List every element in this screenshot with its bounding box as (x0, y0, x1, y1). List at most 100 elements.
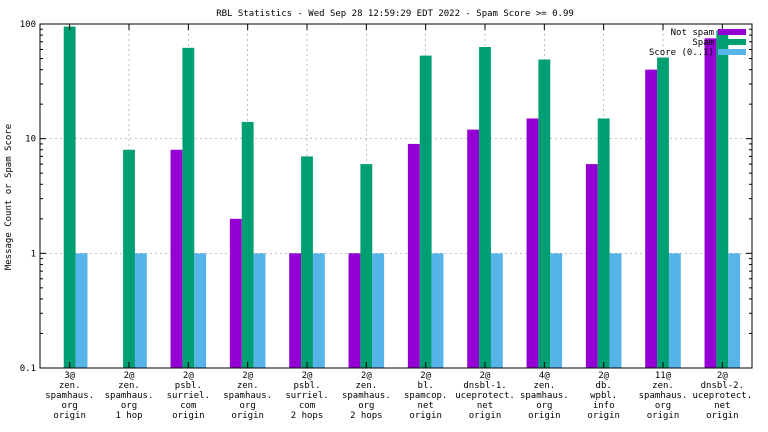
legend-label: Score (0..1) (649, 48, 714, 58)
x-tick-label: org (536, 401, 552, 411)
bar (170, 149, 183, 368)
bar (419, 55, 432, 369)
x-tick-label: origin (409, 411, 442, 421)
legend-label: Not spam (671, 28, 714, 38)
bar (609, 253, 622, 368)
bar (360, 164, 373, 368)
x-tick-label: zen. (118, 381, 140, 391)
plot-border (39, 23, 753, 369)
x-tick-label: origin (528, 411, 561, 421)
bar (585, 164, 598, 368)
x-tick-label: spamhaus. (342, 391, 391, 401)
bar (704, 38, 717, 369)
bar (229, 218, 242, 368)
bar (348, 253, 361, 368)
x-tick-label: 2 hops (291, 411, 324, 421)
x-tick-label: 1 hop (115, 411, 142, 421)
x-tick-label: com (180, 401, 196, 411)
bars-group (63, 26, 741, 369)
x-tick-label: spamhaus. (520, 391, 569, 401)
x-tick-label: 2@ (717, 371, 728, 381)
x-tick-label: bl. (418, 381, 434, 391)
bar (75, 253, 88, 368)
x-tick-label: 2@ (302, 371, 313, 381)
x-tick-label: spamhaus. (45, 391, 94, 401)
bar (467, 129, 480, 368)
x-tick-label: spamhaus. (639, 391, 688, 401)
bar (253, 253, 266, 368)
x-tick-label: origin (587, 411, 620, 421)
legend-label: Spam (692, 38, 714, 48)
x-tick-label: origin (469, 411, 502, 421)
x-tick-label: origin (647, 411, 680, 421)
x-tick-label: 2@ (183, 371, 194, 381)
y-tick-label: 0.1 (20, 364, 36, 374)
bar (657, 57, 669, 368)
x-tick-label: 11@ (655, 371, 672, 381)
x-tick-label: origin (172, 411, 205, 421)
x-tick-label: net (477, 401, 493, 411)
x-axis-ticks: 3@zen.spamhaus.orgorigin2@zen.spamhaus.o… (45, 24, 752, 421)
x-tick-label: org (121, 401, 137, 411)
bar (194, 253, 207, 368)
x-tick-label: zen. (237, 381, 259, 391)
y-tick-label: 1 (31, 249, 36, 259)
x-tick-label: 2@ (361, 371, 372, 381)
x-tick-label: origin (706, 411, 739, 421)
legend-swatch (718, 49, 746, 55)
bar (645, 69, 658, 368)
bar (289, 253, 302, 368)
y-tick-label: 10 (25, 135, 36, 145)
x-tick-label: uceprotect. (693, 391, 753, 401)
y-tick-label: 100 (20, 20, 36, 30)
bar (668, 253, 681, 368)
x-tick-label: 2@ (480, 371, 491, 381)
x-tick-label: org (358, 401, 374, 411)
x-tick-label: org (62, 401, 78, 411)
x-tick-label: net (714, 401, 730, 411)
x-tick-label: psbl. (175, 381, 202, 391)
x-tick-label: info (593, 401, 615, 411)
x-tick-label: db. (596, 381, 612, 391)
bar (241, 121, 254, 369)
x-tick-label: org (655, 401, 671, 411)
x-tick-label: org (240, 401, 256, 411)
x-tick-label: zen. (533, 381, 555, 391)
bar (123, 149, 135, 368)
x-tick-label: uceprotect. (455, 391, 515, 401)
x-tick-label: 2@ (124, 371, 135, 381)
bar (479, 47, 491, 369)
x-tick-label: dnsbl-1. (463, 381, 506, 391)
bar (526, 118, 539, 368)
bar (538, 59, 551, 369)
bar (134, 253, 147, 368)
y-axis-ticks: 0.1 1 10 100 (20, 20, 752, 374)
x-tick-label: spamhaus. (223, 391, 272, 401)
y-axis-label: Message Count or Spam Score (4, 124, 14, 270)
x-tick-label: dnsbl-2. (701, 381, 744, 391)
x-tick-label: net (418, 401, 434, 411)
x-tick-label: 2@ (242, 371, 253, 381)
x-tick-label: zen. (59, 381, 81, 391)
x-tick-label: 4@ (539, 371, 550, 381)
legend-swatch (718, 29, 746, 35)
x-tick-label: zen. (355, 381, 377, 391)
x-tick-label: 3@ (64, 371, 75, 381)
bar (301, 156, 313, 368)
bar (312, 253, 325, 368)
bar (63, 26, 76, 369)
chart-title: RBL Statistics - Wed Sep 28 12:59:29 EDT… (216, 9, 574, 19)
bar (728, 253, 741, 368)
x-tick-label: 2@ (598, 371, 609, 381)
bar (490, 253, 503, 368)
bar (182, 47, 195, 368)
x-tick-label: zen. (652, 381, 674, 391)
bar (550, 253, 563, 368)
x-tick-label: spamcop. (404, 391, 447, 401)
x-tick-label: 2@ (420, 371, 431, 381)
bar (716, 30, 729, 368)
bar (372, 253, 385, 368)
x-tick-label: com (299, 401, 315, 411)
